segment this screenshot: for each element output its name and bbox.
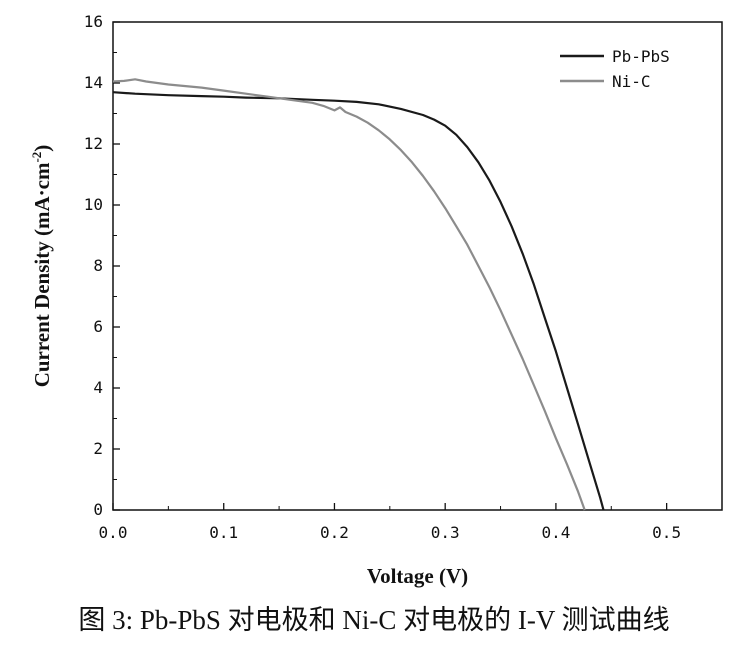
x-tick-label: 0.2 — [320, 523, 349, 542]
y-tick-label: 2 — [93, 439, 103, 458]
y-tick-label: 12 — [84, 134, 103, 153]
x-axis: 0.0 0.1 0.2 0.3 0.4 0.5 — [99, 503, 723, 542]
x-tick-label: 0.3 — [431, 523, 460, 542]
y-axis-title-main: Current Density (mA·cm — [30, 162, 54, 387]
iv-chart: 0.0 0.1 0.2 0.3 0.4 0.5 0 2 4 6 8 10 12 14 16 Pb-PbS N… — [29, 12, 723, 588]
x-tick-label: 0.5 — [652, 523, 681, 542]
y-tick-label: 6 — [93, 317, 103, 336]
figure-caption: 图 3: Pb-PbS 对电极和 Ni-C 对电极的 I-V 测试曲线 — [78, 605, 670, 635]
x-tick-label: 0.0 — [99, 523, 128, 542]
y-tick-label: 10 — [84, 195, 103, 214]
y-axis-title: Current Density (mA·cm-2) — [29, 145, 54, 388]
x-tick-label: 0.1 — [209, 523, 238, 542]
series-layer — [112, 78, 605, 511]
y-axis-title-superscript: -2 — [29, 152, 44, 163]
legend-label: Pb-PbS — [612, 47, 670, 66]
x-tick-label: 0.4 — [541, 523, 570, 542]
x-axis-title: Voltage (V) — [367, 564, 468, 588]
y-tick-label: 16 — [84, 12, 103, 31]
y-axis: 0 2 4 6 8 10 12 14 16 — [84, 12, 120, 519]
series-line-ni-c — [112, 78, 586, 511]
y-tick-label: 0 — [93, 500, 103, 519]
series-line-pb-pbs — [112, 91, 605, 511]
legend-label: Ni-C — [612, 72, 651, 91]
y-axis-title-close: ) — [30, 145, 54, 152]
y-tick-label: 4 — [93, 378, 103, 397]
y-tick-label: 8 — [93, 256, 103, 275]
y-tick-label: 14 — [84, 73, 103, 92]
legend: Pb-PbS Ni-C — [560, 47, 670, 91]
